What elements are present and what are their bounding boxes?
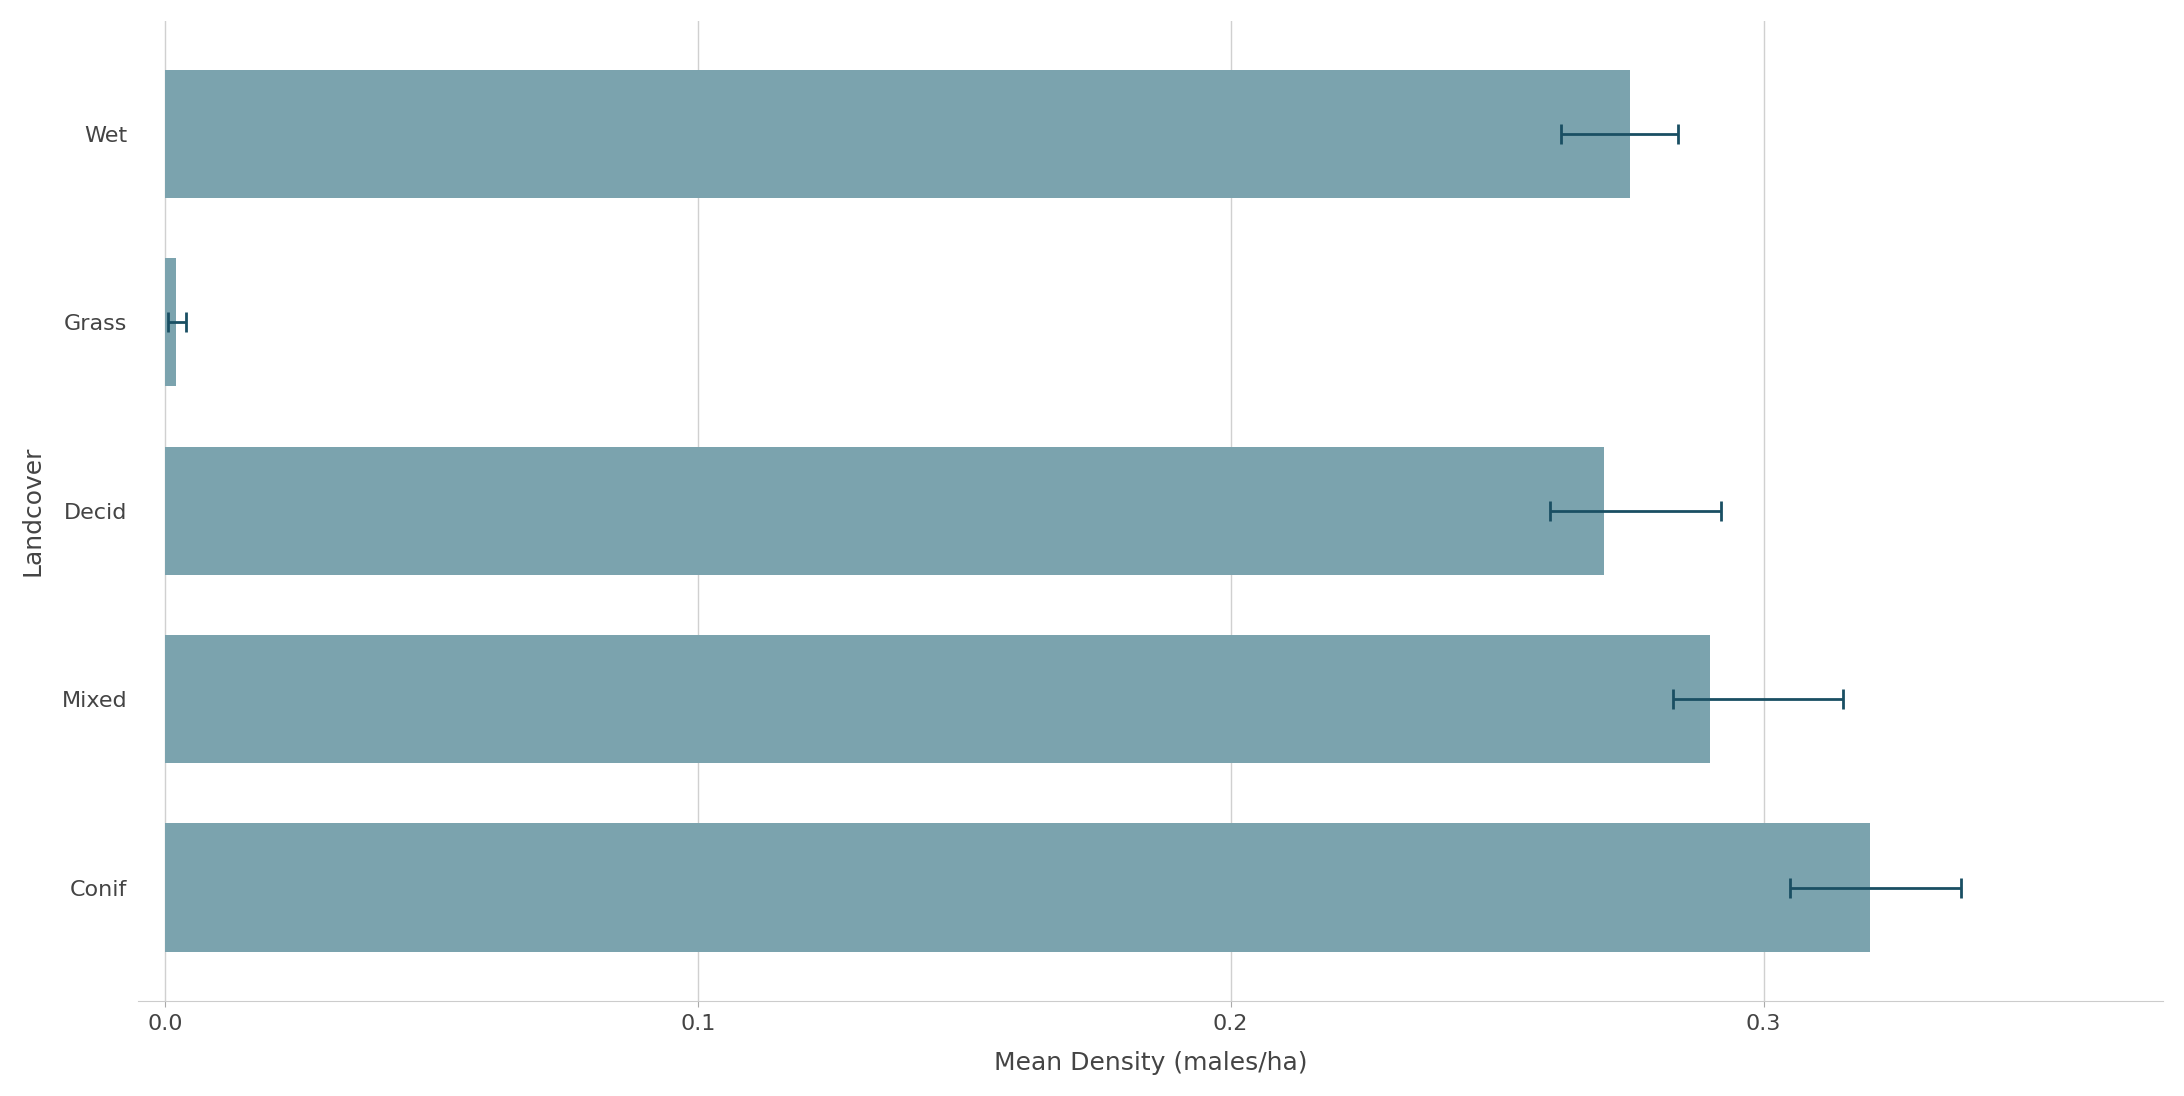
Bar: [164, 70, 1629, 198]
Bar: [164, 259, 175, 387]
X-axis label: Mean Density (males/ha): Mean Density (males/ha): [994, 1051, 1308, 1075]
Y-axis label: Landcover: Landcover: [22, 445, 46, 576]
Bar: [164, 635, 1710, 763]
Bar: [164, 447, 1603, 574]
Bar: [164, 823, 1870, 951]
